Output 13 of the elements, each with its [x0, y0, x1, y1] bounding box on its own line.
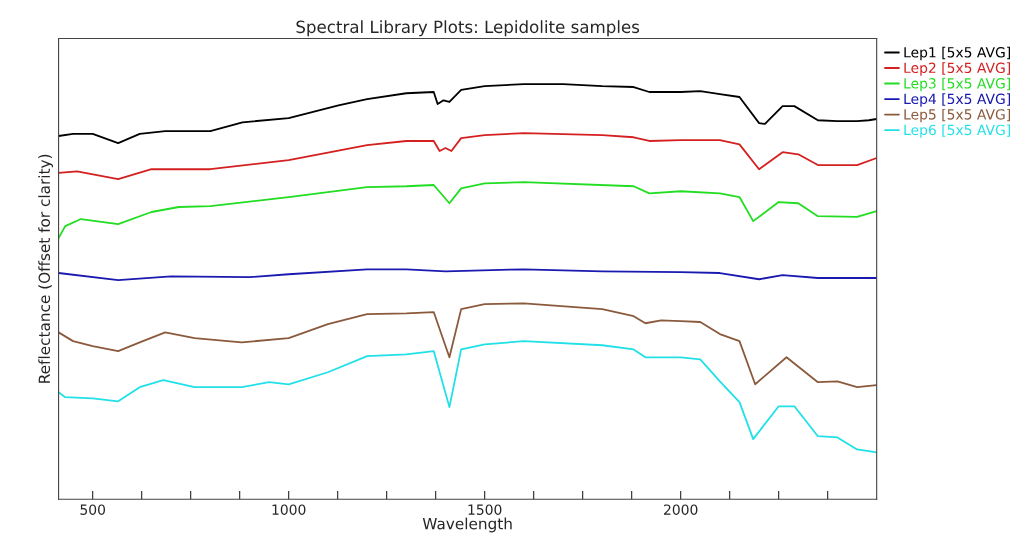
x-tick-label: 2000	[664, 504, 698, 515]
legend-label: Lep6 [5x5 AVG]	[904, 124, 1010, 138]
legend-label: Lep4 [5x5 AVG]	[904, 93, 1010, 107]
chart-title: Spectral Library Plots: Lepidolite samples	[296, 20, 640, 37]
y-axis-title: Reflectance (Offset for clarity)	[38, 154, 54, 383]
legend-label: Lep2 [5x5 AVG]	[904, 62, 1010, 76]
legend-label: Lep5 [5x5 AVG]	[904, 108, 1010, 123]
x-tick-label: 1500	[468, 504, 502, 515]
x-tick-label: 1000	[272, 504, 306, 515]
legend-label: Lep3 [5x5 AVG]	[904, 77, 1010, 92]
x-tick-label: 500	[80, 504, 106, 515]
x-axis-title: Wavelength	[422, 517, 512, 533]
legend-label: Lep1 [5x5 AVG]	[904, 46, 1010, 61]
